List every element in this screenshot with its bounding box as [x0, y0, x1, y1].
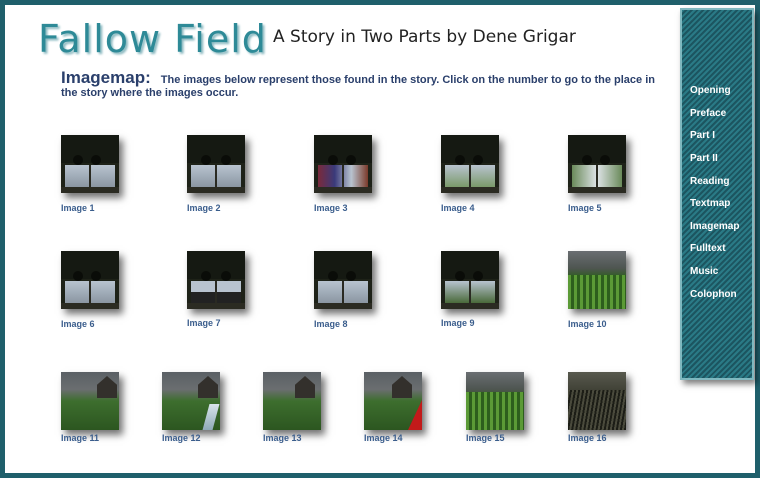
nav-link-part-1[interactable]: Part I: [690, 130, 716, 141]
image-caption-2[interactable]: Image 2: [187, 203, 221, 213]
image-caption-10[interactable]: Image 10: [568, 319, 607, 329]
image-caption-1[interactable]: Image 1: [61, 203, 95, 213]
image-thumb-14[interactable]: [364, 372, 422, 430]
image-caption-16[interactable]: Image 16: [568, 433, 607, 443]
image-caption-15[interactable]: Image 15: [466, 433, 505, 443]
nav-link-imagemap[interactable]: Imagemap: [690, 221, 740, 232]
nav-link-preface[interactable]: Preface: [690, 108, 727, 119]
image-caption-7[interactable]: Image 7: [187, 318, 221, 328]
image-caption-5[interactable]: Image 5: [568, 203, 602, 213]
image-thumb-5[interactable]: [568, 135, 626, 193]
image-thumb-9[interactable]: [441, 251, 499, 309]
image-thumb-10[interactable]: [568, 251, 626, 309]
image-thumb-8[interactable]: [314, 251, 372, 309]
image-thumb-3[interactable]: [314, 135, 372, 193]
image-caption-3[interactable]: Image 3: [314, 203, 348, 213]
image-caption-9[interactable]: Image 9: [441, 318, 475, 328]
nav-link-fulltext[interactable]: Fulltext: [690, 243, 726, 254]
content-panel: Fallow Field A Story in Two Parts by Den…: [5, 5, 755, 473]
image-caption-13[interactable]: Image 13: [263, 433, 302, 443]
image-caption-6[interactable]: Image 6: [61, 319, 95, 329]
image-thumb-16[interactable]: [568, 372, 626, 430]
image-caption-12[interactable]: Image 12: [162, 433, 201, 443]
image-thumb-7[interactable]: [187, 251, 245, 309]
nav-link-colophon[interactable]: Colophon: [690, 289, 737, 300]
image-thumb-2[interactable]: [187, 135, 245, 193]
image-thumb-15[interactable]: [466, 372, 524, 430]
image-caption-4[interactable]: Image 4: [441, 203, 475, 213]
image-caption-14[interactable]: Image 14: [364, 433, 403, 443]
site-subtitle: A Story in Two Parts by Dene Grigar: [273, 27, 576, 47]
imagemap-description: The images below represent those found i…: [61, 74, 655, 99]
nav-link-reading[interactable]: Reading: [690, 176, 730, 187]
image-caption-8[interactable]: Image 8: [314, 319, 348, 329]
nav-link-part-2[interactable]: Part II: [690, 153, 718, 164]
image-thumb-4[interactable]: [441, 135, 499, 193]
imagemap-intro: Imagemap: The images below represent thos…: [61, 68, 661, 100]
image-thumb-12[interactable]: [162, 372, 220, 430]
image-thumb-11[interactable]: [61, 372, 119, 430]
image-thumb-1[interactable]: [61, 135, 119, 193]
nav-link-textmap[interactable]: Textmap: [690, 198, 731, 209]
image-thumb-13[interactable]: [263, 372, 321, 430]
nav-link-opening[interactable]: Opening: [690, 85, 731, 96]
site-title: Fallow Field: [38, 17, 267, 61]
nav-sidebar: Opening Preface Part I Part II Reading T…: [680, 8, 754, 380]
imagemap-heading: Imagemap:: [61, 68, 151, 87]
image-caption-11[interactable]: Image 11: [61, 433, 100, 443]
image-thumb-6[interactable]: [61, 251, 119, 309]
nav-link-music[interactable]: Music: [690, 266, 719, 277]
